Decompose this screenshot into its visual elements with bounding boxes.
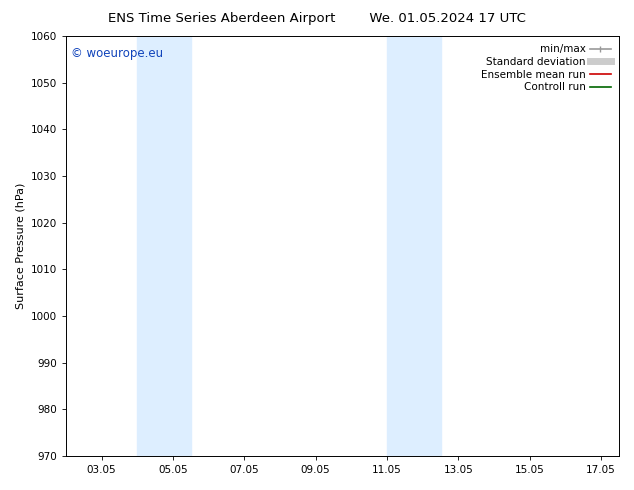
Y-axis label: Surface Pressure (hPa): Surface Pressure (hPa) [15,183,25,309]
Bar [137,36,191,456]
Text: ENS Time Series Aberdeen Airport        We. 01.05.2024 17 UTC: ENS Time Series Aberdeen Airport We. 01.… [108,12,526,25]
Legend: min/max, Standard deviation, Ensemble mean run, Controll run: min/max, Standard deviation, Ensemble me… [478,41,614,96]
Text: © woeurope.eu: © woeurope.eu [72,47,164,60]
Bar [387,36,441,456]
